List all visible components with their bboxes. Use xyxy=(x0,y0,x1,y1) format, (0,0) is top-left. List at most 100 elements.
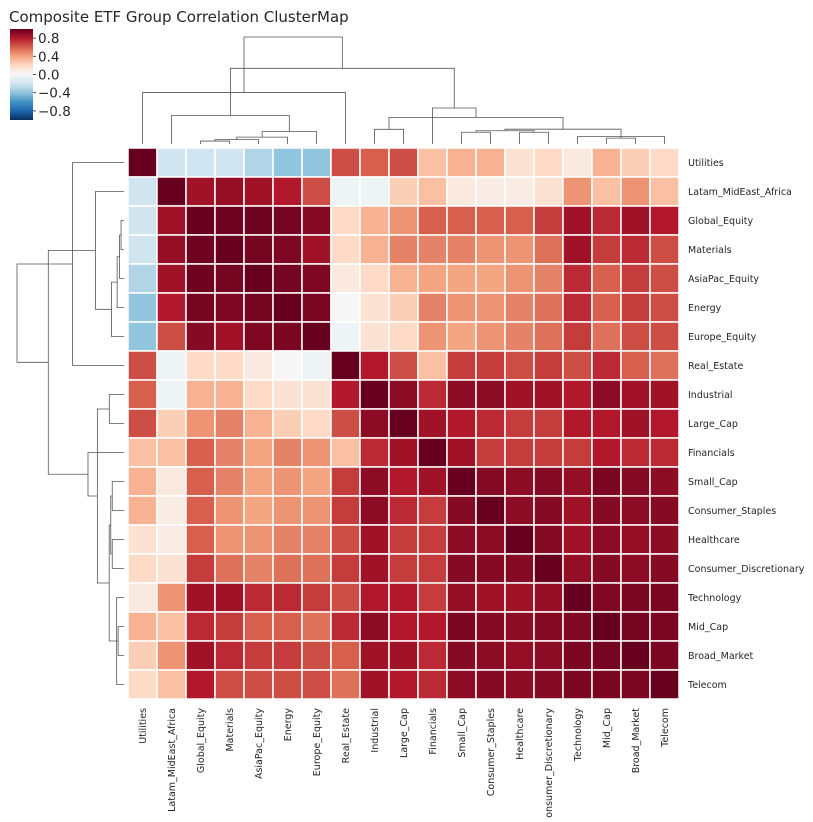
heatmap-cell xyxy=(301,582,332,613)
heatmap-cell xyxy=(533,263,564,294)
column-label: Broad_Market xyxy=(631,708,642,774)
heatmap-cell xyxy=(649,321,680,352)
heatmap-cell xyxy=(417,379,448,410)
heatmap-cell xyxy=(359,234,390,265)
heatmap-cell xyxy=(649,176,680,207)
heatmap-cell xyxy=(562,640,593,671)
heatmap-cell xyxy=(243,466,274,497)
heatmap-cell xyxy=(272,437,303,468)
heatmap-cell xyxy=(127,408,158,439)
heatmap-cell xyxy=(446,205,477,236)
heatmap-cell xyxy=(214,611,245,642)
heatmap-cell xyxy=(504,379,535,410)
heatmap-cell xyxy=(359,466,390,497)
heatmap-cell xyxy=(127,582,158,613)
heatmap-cell xyxy=(214,234,245,265)
heatmap-cell xyxy=(243,437,274,468)
heatmap-cell xyxy=(446,321,477,352)
row-label: Latam_MidEast_Africa xyxy=(688,187,792,198)
heatmap-cell xyxy=(620,437,651,468)
heatmap-cell xyxy=(301,611,332,642)
heatmap-cell xyxy=(156,147,187,178)
row-labels: Utilities Latam_MidEast_Africa Global_Equi… xyxy=(687,158,805,691)
heatmap-cell xyxy=(649,582,680,613)
heatmap-cell xyxy=(591,640,622,671)
column-dendrogram-link xyxy=(475,130,535,133)
heatmap-cell xyxy=(156,321,187,352)
heatmap-cell xyxy=(272,582,303,613)
heatmap-cell xyxy=(359,263,390,294)
heatmap-cell xyxy=(475,321,506,352)
heatmap-cell xyxy=(330,611,361,642)
heatmap-cell xyxy=(359,553,390,584)
heatmap-cell xyxy=(156,669,187,700)
row-dendrogram-link xyxy=(87,452,124,497)
heatmap-cell xyxy=(127,205,158,236)
heatmap-cell xyxy=(272,234,303,265)
heatmap-cell xyxy=(156,205,187,236)
column-dendrogram-link xyxy=(461,131,491,144)
heatmap-cell xyxy=(504,640,535,671)
heatmap-cell xyxy=(359,176,390,207)
heatmap-cell xyxy=(185,669,216,700)
column-dendrogram-link xyxy=(388,116,564,130)
heatmap-cell xyxy=(359,640,390,671)
heatmap-cell xyxy=(185,640,216,671)
row-dendrogram-link xyxy=(108,394,124,424)
heatmap-cell xyxy=(127,553,158,584)
heatmap-cell xyxy=(591,524,622,555)
row-label: Financials xyxy=(688,448,735,459)
heatmap-cell xyxy=(156,640,187,671)
colorbar-gradient xyxy=(10,29,33,120)
heatmap-cell xyxy=(649,263,680,294)
heatmap-cell xyxy=(156,495,187,526)
heatmap-cell xyxy=(301,553,332,584)
heatmap-cell xyxy=(127,147,158,178)
heatmap-cell xyxy=(214,495,245,526)
heatmap-cell xyxy=(388,408,419,439)
row-label: Consumer_Staples xyxy=(688,506,776,517)
heatmap-cell xyxy=(446,524,477,555)
column-dendrogram-link xyxy=(432,107,477,144)
heatmap-cell xyxy=(214,640,245,671)
heatmap-cell xyxy=(272,495,303,526)
column-dendrogram-link xyxy=(374,128,404,144)
heatmap-cell xyxy=(475,669,506,700)
column-dendrogram-link xyxy=(236,136,288,144)
heatmap-cell xyxy=(272,524,303,555)
column-dendrogram-link xyxy=(519,131,549,144)
heatmap-cell xyxy=(156,234,187,265)
heatmap-cell xyxy=(649,640,680,671)
heatmap-cell xyxy=(127,524,158,555)
heatmap-cell xyxy=(446,408,477,439)
heatmap-cell xyxy=(359,147,390,178)
heatmap-cell xyxy=(243,553,274,584)
heatmap-cell xyxy=(185,147,216,178)
heatmap-cell xyxy=(388,205,419,236)
heatmap-cell xyxy=(388,495,419,526)
heatmap-cell xyxy=(272,292,303,323)
heatmap-cell xyxy=(446,553,477,584)
heatmap-cell xyxy=(533,176,564,207)
heatmap-cell xyxy=(388,321,419,352)
heatmap-cell xyxy=(620,640,651,671)
heatmap-cell xyxy=(562,350,593,381)
heatmap-cell xyxy=(127,321,158,352)
heatmap-cell xyxy=(417,640,448,671)
chart-title: Composite ETF Group Correlation ClusterM… xyxy=(9,8,349,26)
heatmap-cell xyxy=(620,466,651,497)
heatmap-cell xyxy=(330,321,361,352)
column-label: Industrial xyxy=(370,708,381,753)
heatmap-cell xyxy=(649,205,680,236)
row-dendrogram-link xyxy=(120,220,124,250)
heatmap-cell xyxy=(214,205,245,236)
heatmap-cell xyxy=(446,263,477,294)
heatmap-cell xyxy=(562,147,593,178)
heatmap-cell xyxy=(620,176,651,207)
heatmap-cell xyxy=(475,205,506,236)
heatmap-cell xyxy=(388,176,419,207)
heatmap-cell xyxy=(475,147,506,178)
heatmap-cell xyxy=(388,379,419,410)
heatmap-cell xyxy=(330,524,361,555)
heatmap-cell xyxy=(475,466,506,497)
